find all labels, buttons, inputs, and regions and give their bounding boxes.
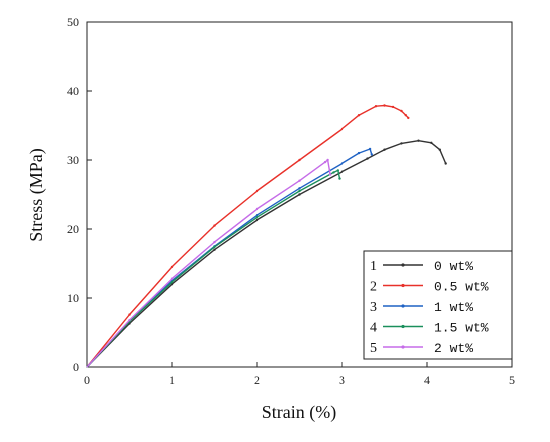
series-point-3 [368,147,372,151]
x-tick-label: 1 [169,373,175,387]
series-point-5 [326,158,329,162]
series-point-4 [298,189,301,193]
series-point-2 [340,127,344,131]
series-point-2 [383,104,386,107]
legend-number: 3 [370,300,377,315]
series-point-2 [298,158,301,162]
series-point-2 [255,189,259,193]
series-point-2 [128,313,131,316]
legend-number: 5 [370,341,377,356]
series-line-5 [86,159,331,368]
series-point-5 [213,240,216,244]
series-point-5 [128,318,131,322]
series-point-2 [407,116,410,120]
series-point-5 [298,179,301,182]
legend-label: 2 wt% [434,341,473,356]
legend: 1 0 wt% 2 0.5 wt% 3 1 wt% 4 1.5 wt% 5 2 wt% [363,250,513,360]
legend-label: 1 wt% [434,300,473,315]
series-point-2 [357,114,361,117]
x-tick-label: 3 [339,373,345,387]
series-point-5 [170,277,174,280]
series-point-1 [430,141,433,144]
series-point-1 [213,248,216,251]
legend-number: 2 [370,280,377,295]
x-tick-label: 5 [509,373,515,387]
series-point-4 [170,280,174,284]
series-point-2 [391,105,395,109]
series-point-5 [323,160,327,164]
series-point-2 [374,105,378,108]
legend-marker [401,324,405,329]
legend-number: 4 [370,321,377,336]
series-line-4 [86,169,341,368]
y-tick-label: 10 [67,291,79,305]
y-tick-label: 30 [67,153,79,167]
series-point-4 [338,177,341,180]
legend-marker [401,304,405,308]
legend-marker [401,345,405,349]
y-axis-title: Stress (MPa) [26,148,47,242]
series-point-4 [213,245,216,249]
y-tick-label: 0 [73,360,79,374]
series-point-2 [400,109,403,113]
series-point-1 [298,193,301,196]
series-point-1 [400,142,403,145]
legend-label: 0.5 wt% [434,280,489,295]
series-point-5 [328,173,332,176]
series-point-5 [255,207,259,211]
y-tick-label: 20 [67,222,79,236]
x-tick-label: 0 [84,373,90,387]
series-point-4 [332,171,335,174]
legend-label: 1.5 wt% [434,321,489,336]
series-line-3 [86,148,373,368]
series-point-4 [336,169,339,172]
series-point-1 [438,148,441,151]
series-point-2 [213,224,216,227]
series-point-1 [444,162,447,165]
legend-box [363,250,513,360]
data-series [86,104,447,368]
series-point-1 [340,170,344,173]
y-tick-label: 50 [67,15,79,29]
x-tick-label: 2 [254,373,260,387]
series-line-1 [86,140,447,368]
series-point-3 [298,187,301,190]
series-point-3 [357,151,361,155]
y-tick-label: 40 [67,84,79,98]
x-axis-title: Strain (%) [262,402,336,423]
plot-frame [86,21,513,368]
legend-number: 1 [370,259,377,274]
series-point-3 [340,162,344,165]
legend-marker [401,283,405,288]
series-point-2 [404,114,407,117]
series-point-1 [366,157,369,160]
series-point-3 [255,214,259,217]
series-point-1 [255,218,259,222]
series-point-3 [370,153,373,156]
series-line-2 [86,104,409,368]
series-point-4 [255,216,259,219]
series-point-1 [417,139,420,142]
legend-label: 0 wt% [434,259,473,274]
legend-marker [401,263,405,267]
series-point-1 [383,148,386,151]
series-point-2 [170,265,174,269]
x-tick-label: 4 [424,373,430,387]
